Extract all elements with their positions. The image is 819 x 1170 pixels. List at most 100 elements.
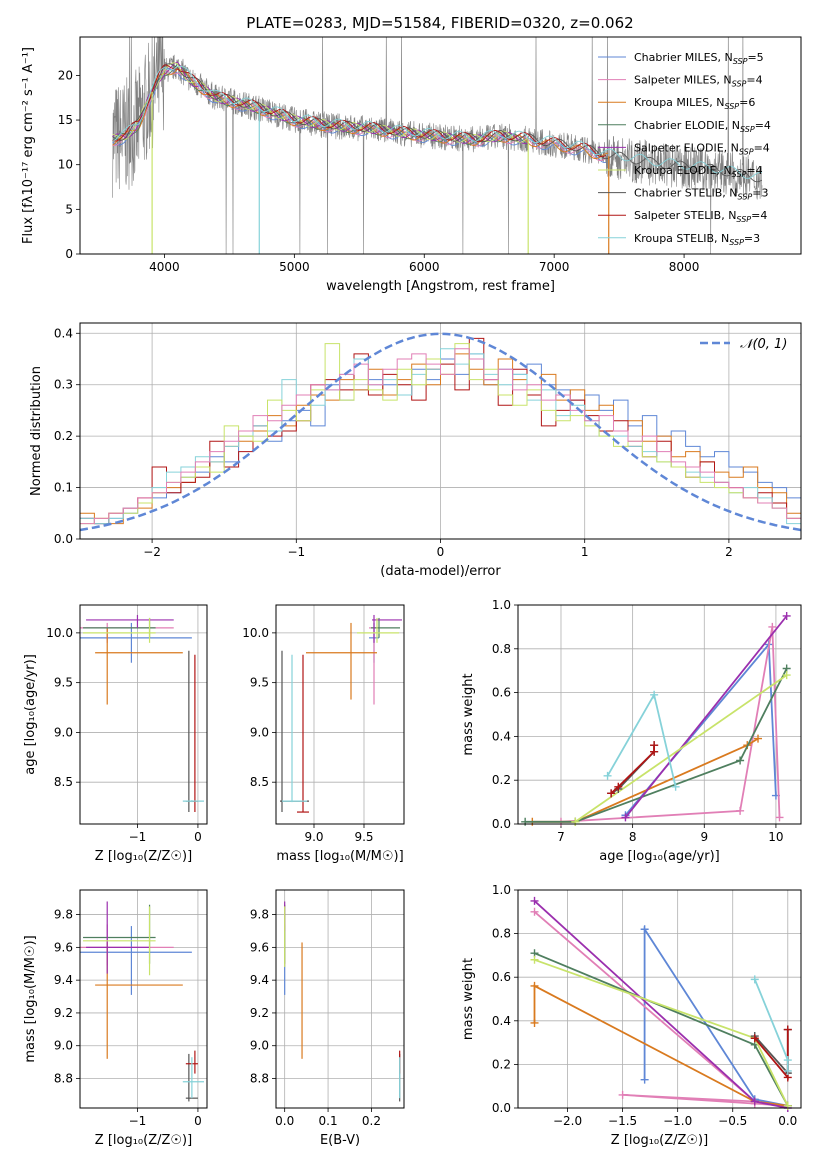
- legend-entry: Chabrier ELODIE, NSSP=4: [634, 119, 771, 134]
- series-marker: [736, 806, 745, 815]
- series-marker: [607, 789, 616, 798]
- legend-entry-subscript: SSP: [740, 125, 755, 134]
- legend-entry-subscript: SSP: [736, 215, 751, 224]
- series-marker: [618, 1090, 627, 1099]
- series-marker: [603, 771, 612, 780]
- axes-frame: [79, 322, 802, 540]
- y-tick-label: 8.8: [54, 1071, 73, 1085]
- series-marker: [782, 671, 791, 680]
- series-marker: [530, 907, 539, 916]
- x-tick-label: −0.5: [718, 1114, 747, 1128]
- legend-entry-subscript: SSP: [738, 193, 753, 202]
- series-marker: [530, 955, 539, 964]
- legend-entry: Kroupa ELODIE, NSSP=4: [634, 164, 763, 179]
- series-marker: [521, 817, 530, 826]
- series-marker: [782, 611, 791, 620]
- figure-title: PLATE=0283, MJD=51584, FIBERID=0320, z=0…: [246, 14, 633, 32]
- errorbar-point: [297, 654, 309, 813]
- x-axis-label: Z [log₁₀(Z/Z☉)]: [95, 1133, 192, 1148]
- y-tick-label: 8.5: [54, 775, 73, 789]
- legend-entry-count: =3: [744, 232, 760, 245]
- y-tick-label: 10.0: [242, 626, 269, 640]
- x-axis-label: Z [log₁₀(Z/Z☉)]: [611, 1133, 708, 1148]
- x-tick-label: 2: [725, 545, 733, 559]
- y-tick-label: 9.0: [250, 725, 269, 739]
- axes-frame: [275, 889, 405, 1109]
- x-tick-label: 9: [700, 830, 708, 844]
- y-tick-label: 8.8: [250, 1071, 269, 1085]
- series-line: [560, 626, 781, 823]
- y-tick-label: 0.4: [492, 1014, 511, 1028]
- legend-entry-subscript: SSP: [724, 102, 739, 111]
- legend-entry-label: Kroupa ELODIE, N: [634, 164, 732, 177]
- series-marker: [750, 1097, 759, 1106]
- series-marker: [750, 975, 759, 984]
- series-marker: [614, 782, 623, 791]
- series-marker: [783, 1056, 792, 1065]
- y-tick-label: 9.8: [250, 908, 269, 922]
- mass-weight-vs-metallicity-panel: −2.0 −1.5 −1.0 −0.5 0.0 0.0 0.2 0.4 0.6 0.8 1.0 Z […: [461, 883, 802, 1148]
- y-tick-label: 0.0: [492, 1101, 511, 1115]
- x-axis-label: wavelength [Angstrom, rest frame]: [326, 279, 555, 294]
- y-tick-label: 9.0: [54, 1039, 73, 1053]
- legend-entry-subscript: SSP: [733, 57, 748, 66]
- y-tick-label: 9.6: [54, 940, 73, 954]
- y-tick-label: 9.2: [54, 1006, 73, 1020]
- legend-entry-label: Chabrier ELODIE, N: [634, 119, 740, 132]
- x-tick-label: 1: [581, 545, 589, 559]
- series-line: [574, 674, 788, 823]
- errorbar-point: [80, 622, 192, 663]
- series-line: [533, 911, 788, 1107]
- y-tick-label: 20: [58, 68, 73, 82]
- y-axis-label: Flux [fλ10⁻¹⁷ erg cm⁻² s⁻¹ A⁻¹]: [21, 47, 36, 244]
- legend-entry: Chabrier STELIB, NSSP=3: [634, 187, 768, 202]
- legend-entry: Chabrier MILES, NSSP=5: [634, 51, 764, 66]
- errorbar-point: [185, 650, 195, 813]
- legend-entry-subscript: SSP: [739, 147, 754, 156]
- x-tick-label: −2.0: [553, 1114, 582, 1128]
- series-line: [606, 692, 677, 788]
- histogram-step: [80, 348, 801, 525]
- y-tick-label: 0.6: [492, 686, 511, 700]
- legend-entry-label: Salpeter ELODIE, N: [634, 141, 739, 154]
- legend-entry-label: Salpeter STELIB, N: [634, 209, 736, 222]
- legend-entry-count: =4: [754, 141, 770, 154]
- axes-frame: [517, 889, 802, 1109]
- errorbar-point: [83, 617, 156, 643]
- residual-histogram-panel: −2 −1 0 1 2 0.0 0.1 0.2 0.3 0.4 (data-model)/error…: [29, 322, 802, 579]
- y-axis-label: Normed distribution: [29, 366, 44, 496]
- y-tick-label: 0.2: [492, 773, 511, 787]
- series-marker: [754, 734, 763, 743]
- y-tick-label: 9.4: [54, 973, 73, 987]
- y-tick-label: 9.0: [54, 725, 73, 739]
- legend-entry-label: Kroupa MILES, N: [634, 96, 724, 109]
- age-vs-metallicity-panel: −1 0 8.5 9.0 9.5 10.0 Z [log₁₀(Z/Z☉)] age [log₁…: [23, 604, 208, 864]
- y-tick-label: 0.3: [54, 378, 73, 392]
- model-line-chabrier-elodie: [112, 63, 529, 146]
- axes-frame: [517, 604, 802, 825]
- model-line-kroupa-stelib: [112, 65, 762, 179]
- series-line: [534, 958, 789, 1107]
- axes-frame: [275, 604, 405, 825]
- x-axis-label: (data-model)/error: [380, 564, 501, 579]
- y-tick-label: 9.5: [250, 676, 269, 690]
- series-marker: [530, 981, 539, 990]
- legend-entry: 𝒩(0, 1): [740, 337, 787, 352]
- legend-entry-count: =6: [739, 96, 755, 109]
- errorbar-point: [282, 654, 307, 803]
- model-line-chabrier-miles: [112, 68, 606, 164]
- series-marker: [783, 1025, 792, 1034]
- x-tick-label: 0.0: [778, 1114, 797, 1128]
- x-tick-label: −1.0: [663, 1114, 692, 1128]
- series-marker: [650, 690, 659, 699]
- y-tick-label: 0.8: [492, 927, 511, 941]
- errorbar-point: [306, 622, 377, 700]
- series-marker: [783, 1066, 792, 1075]
- series-marker: [671, 782, 680, 791]
- model-line-salpeter-miles: [112, 69, 607, 162]
- legend-entry: Kroupa MILES, NSSP=6: [634, 96, 755, 111]
- x-tick-label: 0: [437, 545, 445, 559]
- errorbar-point: [83, 904, 156, 964]
- series-line: [754, 1029, 789, 1076]
